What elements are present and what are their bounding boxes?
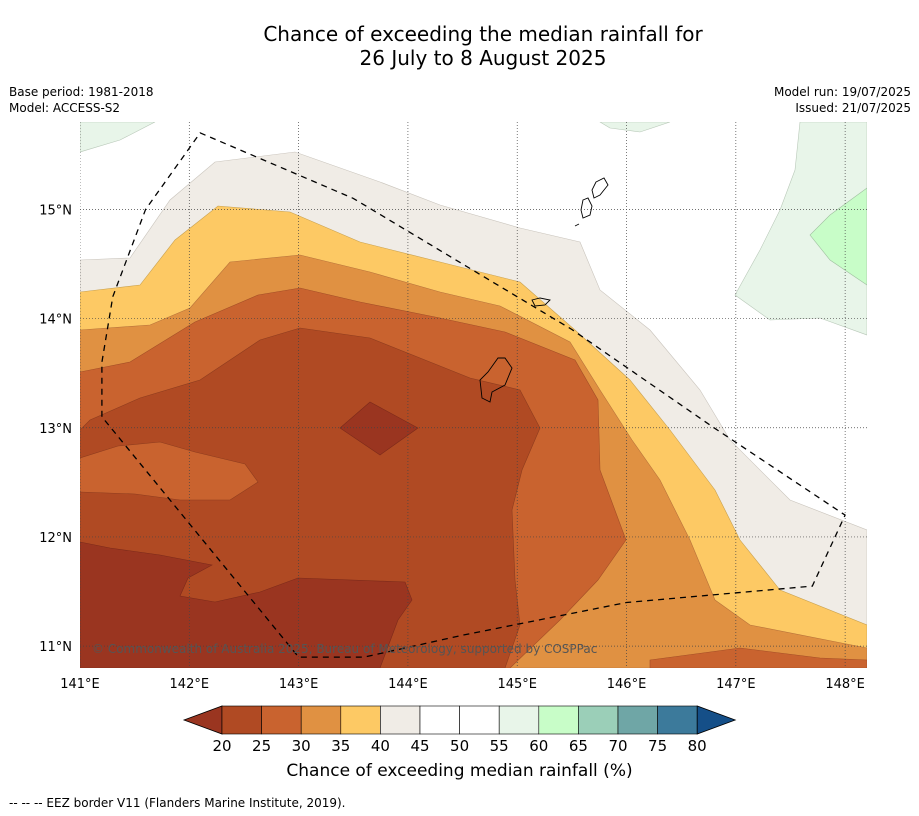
colorbar-tick-label: 40 (371, 737, 390, 755)
title-line-1: Chance of exceeding the median rainfall … (263, 22, 703, 46)
longitude-label: 143°E (279, 677, 319, 692)
colorbar-swatch (578, 705, 619, 735)
band-30-35-southeast (649, 647, 867, 668)
model-run: Model run: 19/07/2025 (773, 85, 911, 99)
island-saipan (591, 177, 609, 199)
colorbar-tick-label: 75 (648, 737, 667, 755)
island-rota (531, 297, 551, 307)
band-55-60-north (599, 122, 671, 133)
islands (479, 177, 609, 403)
band-25-30 (80, 327, 541, 668)
band-20-25-south (80, 541, 413, 668)
meta-left: Base period: 1981-2018 Model: ACCESS-S2 (9, 84, 154, 116)
title-line-2: 26 July to 8 August 2025 (359, 46, 607, 70)
colorbar-tick-label: 60 (529, 737, 548, 755)
longitude-label: 146°E (607, 677, 647, 692)
meta-right: Model run: 19/07/2025 Issued: 21/07/2025 (774, 84, 911, 116)
longitude-labels: 141°E 142°E 143°E 144°E 145°E 146°E 147°E 148°E (60, 677, 865, 692)
colorbar-swatch (261, 705, 302, 735)
issued-date: Issued: 21/07/2025 (795, 101, 911, 115)
colorbar-tick-label: 20 (212, 737, 231, 755)
island-aguijan (574, 223, 580, 227)
colorbar-swatch (221, 705, 262, 735)
latitude-label: 11°N (39, 640, 72, 655)
colorbar-extend-low (182, 705, 223, 735)
longitude-label: 142°E (170, 677, 210, 692)
band-55-60-northeast (734, 122, 867, 336)
colorbar-tick-label: 50 (450, 737, 469, 755)
longitude-label: 144°E (388, 677, 428, 692)
colorbar-tick-label: 80 (688, 737, 707, 755)
probability-shading: © Commonwealth of Australia 2025, Bureau… (80, 122, 867, 668)
colorbar-tick-label: 70 (608, 737, 627, 755)
colorbar-tick-label: 35 (331, 737, 350, 755)
colorbar-tick-label: 55 (490, 737, 509, 755)
longitude-label: 141°E (60, 677, 100, 692)
colorbar-swatch (617, 705, 658, 735)
eez-border (101, 132, 846, 658)
band-55-60-northwest (80, 122, 156, 153)
map-title: Chance of exceeding the median rainfall … (0, 22, 919, 70)
graticule (80, 122, 867, 668)
colorbar-label: Chance of exceeding median rainfall (%) (286, 761, 633, 781)
longitude-label: 148°E (825, 677, 865, 692)
island-tinian (580, 197, 593, 219)
colorbar-tick-label: 65 (569, 737, 588, 755)
colorbar-swatch (419, 705, 460, 735)
colorbar-swatch (657, 705, 698, 735)
colorbar-extend-high (696, 705, 737, 735)
colorbar-tick-label: 30 (292, 737, 311, 755)
colorbar-swatch (459, 705, 500, 735)
colorbar-swatch (498, 705, 540, 735)
colorbar: 20 25 30 35 40 45 50 55 60 65 70 75 80 (182, 705, 737, 755)
latitude-label: 14°N (39, 313, 72, 328)
eez-legend-note: -- -- -- EEZ border V11 (Flanders Marine… (9, 796, 346, 810)
latitude-label: 13°N (39, 422, 72, 437)
longitude-label: 145°E (497, 677, 537, 692)
longitude-label: 147°E (716, 677, 756, 692)
band-60-65 (809, 187, 867, 286)
colorbar-swatch (300, 705, 342, 735)
colorbar-swatch (380, 705, 421, 735)
island-guam (479, 357, 513, 403)
colorbar-swatch (340, 705, 381, 735)
model-name: Model: ACCESS-S2 (9, 101, 121, 115)
colorbar-swatch (538, 705, 579, 735)
latitude-label: 15°N (39, 203, 72, 218)
colorbar-tick-label: 45 (410, 737, 429, 755)
copyright-text: © Commonwealth of Australia 2025, Bureau… (92, 642, 597, 656)
latitude-labels: 11°N 12°N 13°N 14°N 15°N (39, 203, 72, 655)
colorbar-tick-label: 25 (252, 737, 271, 755)
latitude-label: 12°N (39, 531, 72, 546)
base-period: Base period: 1981-2018 (9, 85, 154, 99)
band-20-25-center (339, 401, 419, 456)
